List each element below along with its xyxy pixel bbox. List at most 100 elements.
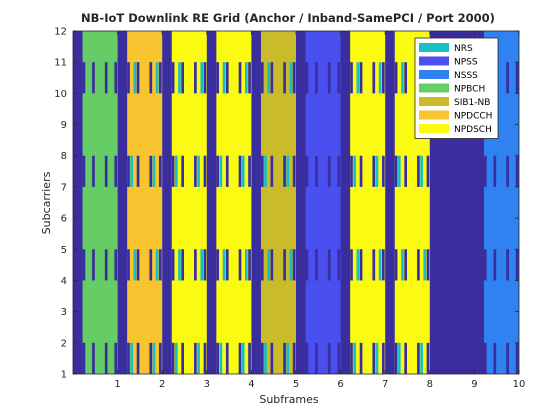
crs-re-sf9-s11-c10 [506,62,509,94]
crs-re-sf6-s7-c4 [359,249,363,281]
legend-swatch-nrs [419,43,449,52]
nrs-re-sf2-s13-c4 [200,249,204,281]
crs-re-sf9-s4-c7 [483,155,487,187]
crs-re-sf2-s11-c1 [194,342,197,374]
crs-re-sf4-s11-c7 [283,155,286,187]
crs-re-sf0-s4-c7 [82,155,86,187]
crs-re-sf5-s4-c4 [305,249,309,281]
crs-re-sf0-s14-c10 [114,62,118,94]
nrs-re-sf7-s12-c7 [420,155,423,187]
crs-re-sf2-s7-c7 [181,155,184,187]
crs-re-sf5-s14-c4 [337,249,341,281]
channel-block-sf0 [82,31,118,374]
crs-re-sf1-s7-c4 [136,249,140,281]
crs-re-sf1-s14-c1 [159,342,162,374]
legend-label-npdsch: NPDSCH [454,125,492,135]
nrs-re-sf1-s13-c4 [155,249,159,281]
crs-re-sf3-s14-c1 [248,342,251,374]
nrs-re-sf4-s13-c10 [289,62,293,94]
crs-re-sf5-s14-c1 [337,342,341,374]
legend-label-npbch: NPBCH [454,85,485,95]
crs-re-sf6-s14-c7 [382,155,385,187]
channel-block-sf5 [305,31,341,374]
crs-re-sf2-s7-c4 [181,249,184,281]
nrs-re-sf6-s12-c1 [375,342,379,374]
nrs-re-sf7-s5-c7 [397,155,401,187]
crs-re-sf3-s11-c4 [238,249,242,281]
nrs-re-sf1-s12-c7 [152,155,156,187]
crs-re-sf9-s14-c1 [515,342,519,374]
crs-re-sf3-s14-c7 [248,155,251,187]
nrs-re-sf4-s13-c4 [289,249,293,281]
crs-re-sf2-s11-c4 [194,249,197,281]
crs-re-sf9-s4-c4 [483,249,487,281]
crs-re-sf1-s7-c1 [136,342,140,374]
legend-swatch-npdsch [419,124,449,133]
nrs-re-sf1-s6-c10 [133,62,137,94]
crs-re-sf9-s14-c4 [515,249,519,281]
crs-re-sf3-s11-c7 [238,155,242,187]
crs-re-sf6-s11-c7 [372,155,376,187]
x-tick-label-6: 6 [337,379,343,390]
crs-re-sf0-s14-c1 [114,342,118,374]
crs-re-sf2-s11-c10 [194,62,197,94]
crs-re-sf7-s11-c4 [417,249,420,281]
y-tick-label-11: 11 [54,58,67,69]
crs-re-sf0-s11-c7 [104,155,108,187]
crs-re-sf5-s11-c4 [327,249,331,281]
nrs-re-sf2-s12-c1 [197,342,200,374]
crs-re-sf5-s7-c1 [315,342,318,374]
nrs-re-sf2-s12-c7 [197,155,200,187]
crs-re-sf1-s4-c7 [127,155,130,187]
crs-re-sf1-s4-c1 [127,342,130,374]
y-tick-label-9: 9 [61,120,67,131]
legend-label-npdcch: NPDCCH [454,112,492,122]
crs-re-sf9-s11-c7 [506,155,509,187]
crs-re-sf3-s4-c7 [216,155,220,187]
nrs-re-sf3-s5-c1 [219,342,223,374]
crs-re-sf4-s7-c1 [270,342,274,374]
crs-re-sf0-s14-c4 [114,249,118,281]
crs-re-sf9-s7-c1 [493,342,497,374]
crs-re-sf0-s11-c1 [104,342,108,374]
crs-re-sf9-s14-c10 [515,62,519,94]
legend-swatch-sib1-nb [419,97,449,106]
crs-re-sf1-s14-c7 [159,155,162,187]
crs-re-sf0-s4-c10 [82,62,86,94]
crs-re-sf4-s4-c4 [260,249,264,281]
crs-re-sf9-s11-c4 [506,249,509,281]
crs-re-sf2-s7-c10 [181,62,184,94]
crs-re-sf3-s4-c1 [216,342,220,374]
crs-re-sf5-s4-c1 [305,342,309,374]
nrs-re-sf6-s12-c7 [375,155,379,187]
crs-re-sf0-s7-c4 [92,249,95,281]
nrs-re-sf3-s12-c7 [241,155,245,187]
y-tick-label-2: 2 [61,338,67,349]
crs-re-sf1-s11-c7 [149,155,153,187]
crs-re-sf2-s4-c10 [171,62,175,94]
y-tick-label-5: 5 [61,245,67,256]
crs-re-sf4-s7-c7 [270,155,274,187]
crs-re-sf4-s11-c4 [283,249,286,281]
crs-re-sf7-s11-c1 [417,342,420,374]
crs-re-sf3-s7-c10 [225,62,229,94]
x-tick-label-7: 7 [382,379,388,390]
crs-re-sf7-s14-c1 [426,342,430,374]
crs-re-sf2-s4-c7 [171,155,175,187]
crs-re-sf2-s4-c4 [171,249,175,281]
crs-re-sf6-s4-c10 [350,62,353,94]
crs-re-sf1-s7-c10 [136,62,140,94]
nrs-re-sf3-s13-c4 [245,249,248,281]
crs-re-sf7-s14-c7 [426,155,430,187]
crs-re-sf5-s4-c7 [305,155,309,187]
nrs-re-sf6-s5-c1 [353,342,357,374]
crs-re-sf7-s7-c10 [404,62,407,94]
legend: NRS NPSS NSSS NPBCH SIB1-NB NPDCCH NPDSCH [414,37,499,139]
crs-re-sf7-s4-c7 [394,155,398,187]
nrs-re-sf2-s13-c10 [200,62,204,94]
crs-re-sf7-s11-c7 [417,155,420,187]
nrs-re-sf7-s6-c10 [401,62,404,94]
nrs-re-sf1-s12-c1 [152,342,156,374]
nrs-re-sf2-s6-c10 [178,62,181,94]
nrs-re-sf3-s5-c7 [219,155,223,187]
